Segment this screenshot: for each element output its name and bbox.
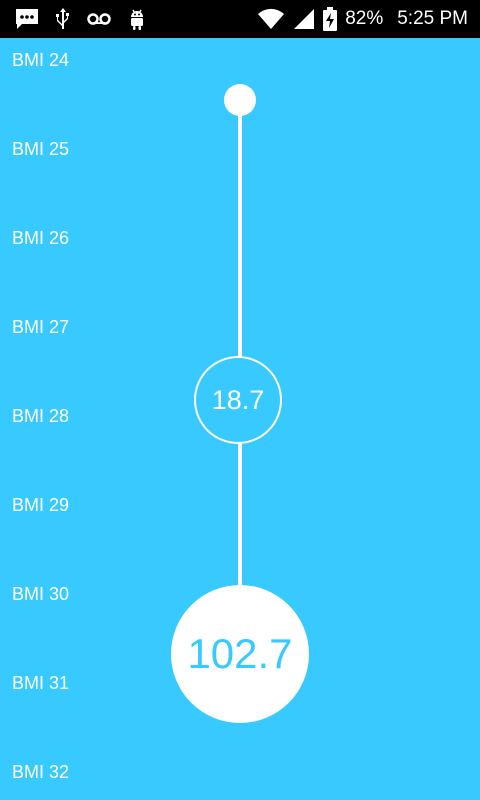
- bmi-label: BMI 27: [12, 317, 70, 337]
- bmi-label: BMI 32: [12, 762, 70, 782]
- bmi-label: BMI 24: [12, 50, 70, 70]
- bmi-label: BMI 30: [12, 584, 70, 604]
- bmi-scale[interactable]: BMI 24 BMI 25 BMI 26 BMI 27 BMI 28 BMI 2…: [0, 38, 480, 800]
- message-icon: [14, 7, 40, 31]
- indicator-bubble: 18.7: [194, 356, 282, 444]
- main-value-bubble[interactable]: 102.7: [171, 585, 309, 723]
- bmi-label: BMI 29: [12, 495, 70, 515]
- android-icon: [126, 7, 148, 31]
- bmi-label: BMI 25: [12, 139, 70, 159]
- bmi-label: BMI 26: [12, 228, 70, 248]
- battery-percent: 82%: [345, 8, 384, 29]
- slider-handle[interactable]: [224, 84, 256, 116]
- status-bar: 82% 5:25 PM: [0, 0, 480, 38]
- usb-icon: [54, 7, 72, 31]
- indicator-value: 18.7: [211, 384, 265, 415]
- bmi-label: BMI 31: [12, 673, 70, 693]
- slider-track: [238, 100, 242, 356]
- bmi-label: BMI 28: [12, 406, 70, 426]
- voicemail-icon: [86, 7, 112, 31]
- wifi-icon: [257, 8, 285, 30]
- slider-track: [238, 444, 242, 586]
- battery-charging-icon: [323, 7, 338, 31]
- main-value: 102.7: [187, 630, 293, 677]
- signal-icon: [293, 8, 315, 30]
- clock: 5:25 PM: [397, 8, 468, 29]
